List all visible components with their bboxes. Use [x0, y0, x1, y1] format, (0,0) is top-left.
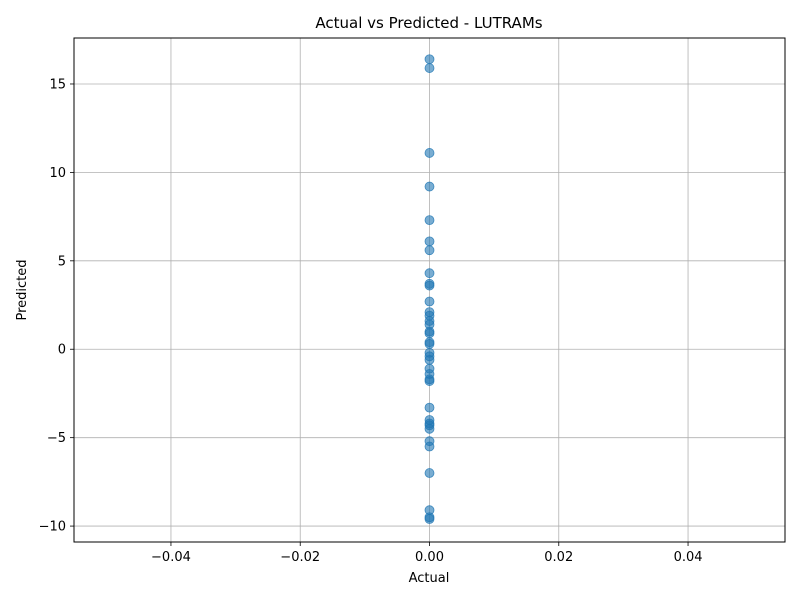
data-point [424, 376, 435, 386]
data-point [424, 296, 435, 307]
y-axis-label: Predicted [15, 259, 30, 320]
data-point [424, 181, 435, 192]
y-tick-label: 5 [58, 254, 66, 269]
y-tick-label: −5 [47, 431, 66, 446]
data-point [424, 280, 435, 291]
y-tick-label: −10 [39, 520, 66, 535]
data-point [424, 268, 435, 279]
data-point [424, 54, 435, 65]
x-tick-label: 0.00 [415, 550, 444, 565]
data-point [424, 354, 435, 365]
chart-title: Actual vs Predicted - LUTRAMs [315, 14, 542, 32]
data-point [424, 328, 435, 339]
x-tick-label: −0.02 [280, 550, 320, 565]
y-tick-label: 10 [49, 166, 66, 181]
data-point [424, 514, 435, 524]
grid-lines [74, 38, 785, 542]
data-point [424, 423, 435, 434]
y-tick-label: 0 [58, 343, 66, 358]
data-point [424, 215, 435, 226]
y-tick-label: 15 [49, 77, 66, 92]
data-point [424, 402, 435, 413]
data-point [424, 339, 435, 349]
data-points [424, 54, 435, 524]
x-ticks: −0.04 −0.02 0.00 0.02 0.04 [151, 542, 703, 565]
data-point [424, 441, 435, 452]
x-axis-label: Actual [409, 571, 450, 586]
x-tick-label: 0.02 [544, 550, 573, 565]
x-tick-label: −0.04 [151, 550, 191, 565]
data-point [424, 63, 435, 73]
data-point [424, 245, 435, 256]
y-ticks: −10 −5 0 5 10 15 [39, 77, 74, 535]
data-point [424, 148, 435, 158]
x-tick-label: 0.04 [674, 550, 703, 565]
data-point [424, 236, 435, 247]
data-point [424, 468, 435, 478]
